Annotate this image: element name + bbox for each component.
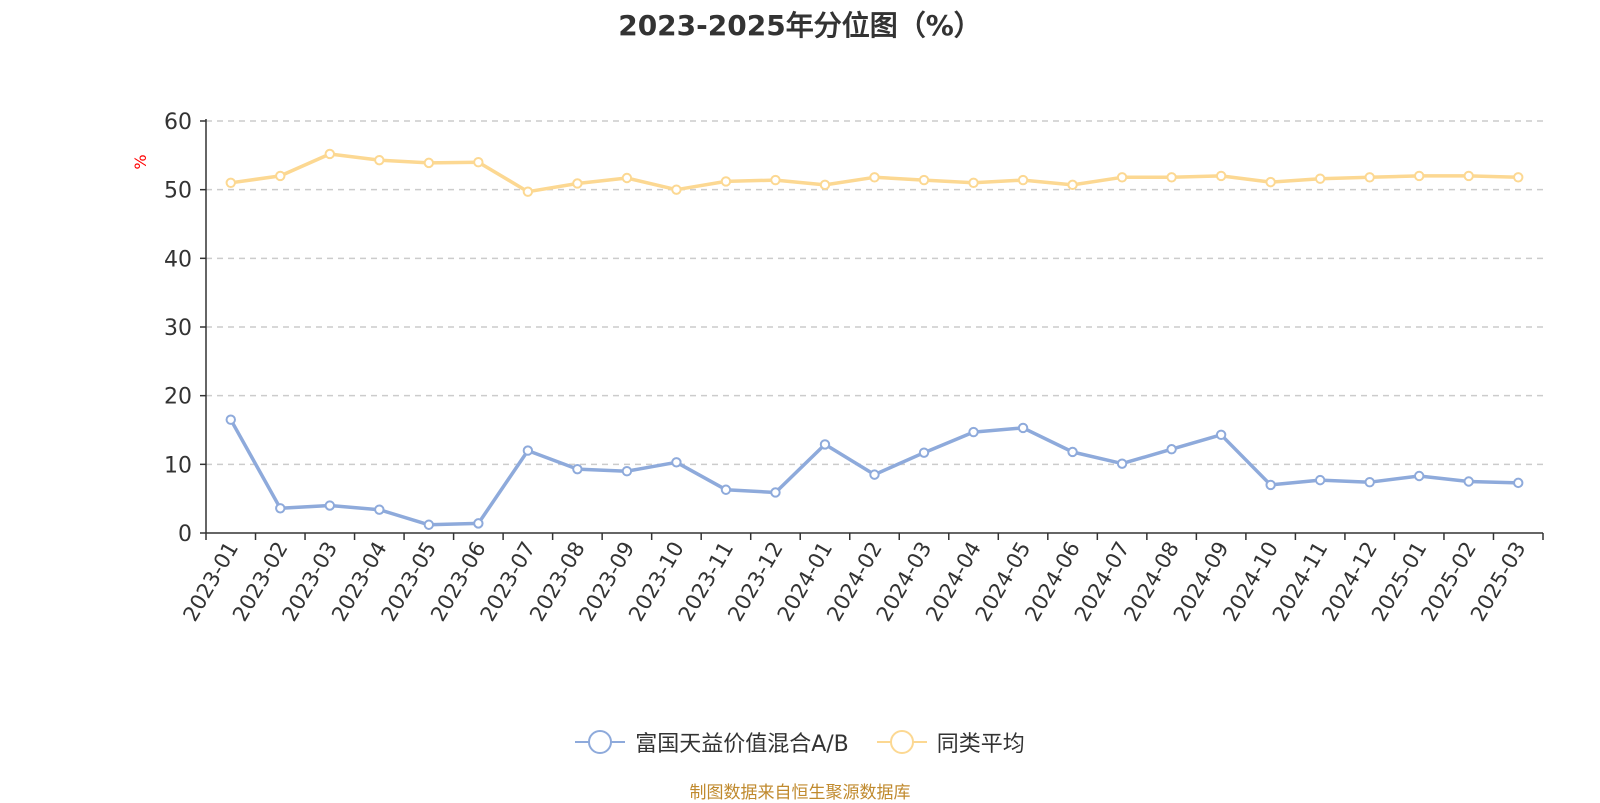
data-point — [572, 463, 583, 475]
data-point — [968, 177, 979, 189]
data-point — [1314, 474, 1326, 486]
series-lines — [225, 148, 1524, 530]
data-point — [423, 519, 435, 530]
legend-item-fund[interactable]: 富国天益价值混合A/B — [575, 726, 849, 758]
data-point — [770, 174, 781, 186]
data-point — [1017, 174, 1029, 186]
data-point — [1513, 172, 1524, 183]
data-point — [572, 178, 583, 189]
data-point — [225, 414, 236, 425]
data-point — [324, 500, 335, 511]
y-axis-label: % — [131, 154, 150, 169]
legend-label-fund: 富国天益价值混合A/B — [635, 732, 849, 757]
data-point — [275, 170, 286, 182]
data-point — [1463, 170, 1474, 182]
data-point — [869, 469, 880, 480]
data-point — [275, 503, 286, 514]
y-tick-label: 0 — [178, 522, 192, 547]
data-point — [1513, 477, 1524, 489]
data-point — [324, 148, 335, 160]
data-point — [869, 172, 880, 183]
y-tick-label: 40 — [164, 247, 192, 272]
data-point — [770, 487, 781, 498]
data-point — [1314, 173, 1326, 184]
data-point — [1414, 470, 1425, 482]
data-point — [1463, 476, 1474, 487]
data-point — [522, 186, 534, 197]
data-point — [1116, 458, 1128, 469]
legend-item-peer-average[interactable]: 同类平均 — [876, 726, 1025, 758]
axes: 01020304050602023-012023-022023-032023-0… — [164, 110, 1544, 625]
data-source-note: 制图数据来自恒生聚源数据库 — [689, 783, 911, 803]
data-point — [473, 157, 484, 168]
data-point — [720, 176, 732, 187]
y-tick-label: 20 — [164, 385, 192, 410]
data-point — [1017, 422, 1029, 434]
legend: 富国天益价值混合A/B 同类平均 — [0, 720, 1600, 764]
data-point — [1166, 444, 1177, 455]
data-point — [1067, 179, 1078, 191]
data-point — [1067, 446, 1078, 458]
data-point — [473, 518, 484, 529]
data-point — [374, 504, 385, 515]
data-point — [918, 174, 930, 186]
data-point — [1166, 172, 1177, 183]
data-point — [225, 177, 236, 189]
y-tick-label: 60 — [164, 110, 192, 135]
data-point — [1265, 479, 1276, 491]
data-point — [671, 184, 682, 195]
data-point — [1364, 476, 1375, 488]
data-point — [819, 439, 831, 450]
y-tick-label: 30 — [164, 316, 192, 341]
data-point — [522, 445, 534, 456]
data-point — [621, 466, 633, 477]
chart-title: 2023-2025年分位图（%） — [618, 9, 982, 42]
line-chart: 01020304050602023-012023-022023-032023-0… — [131, 110, 1544, 625]
data-point — [671, 457, 682, 468]
data-point — [621, 172, 633, 184]
grid-lines — [206, 120, 1543, 466]
y-tick-label: 50 — [164, 179, 192, 204]
data-point — [918, 447, 930, 458]
data-point — [1364, 172, 1375, 183]
data-point — [374, 154, 385, 166]
data-point — [1215, 170, 1227, 182]
data-point — [423, 157, 435, 169]
data-point — [1116, 172, 1128, 183]
data-point — [1265, 176, 1276, 188]
data-point — [1414, 170, 1425, 182]
data-point — [819, 179, 831, 191]
y-tick-label: 10 — [164, 453, 192, 478]
legend-marker-icon — [876, 730, 927, 754]
data-point — [968, 426, 979, 438]
legend-label-peer-average: 同类平均 — [936, 732, 1025, 757]
data-point — [1215, 429, 1227, 441]
data-point — [720, 484, 732, 495]
legend-marker-icon — [575, 730, 626, 754]
